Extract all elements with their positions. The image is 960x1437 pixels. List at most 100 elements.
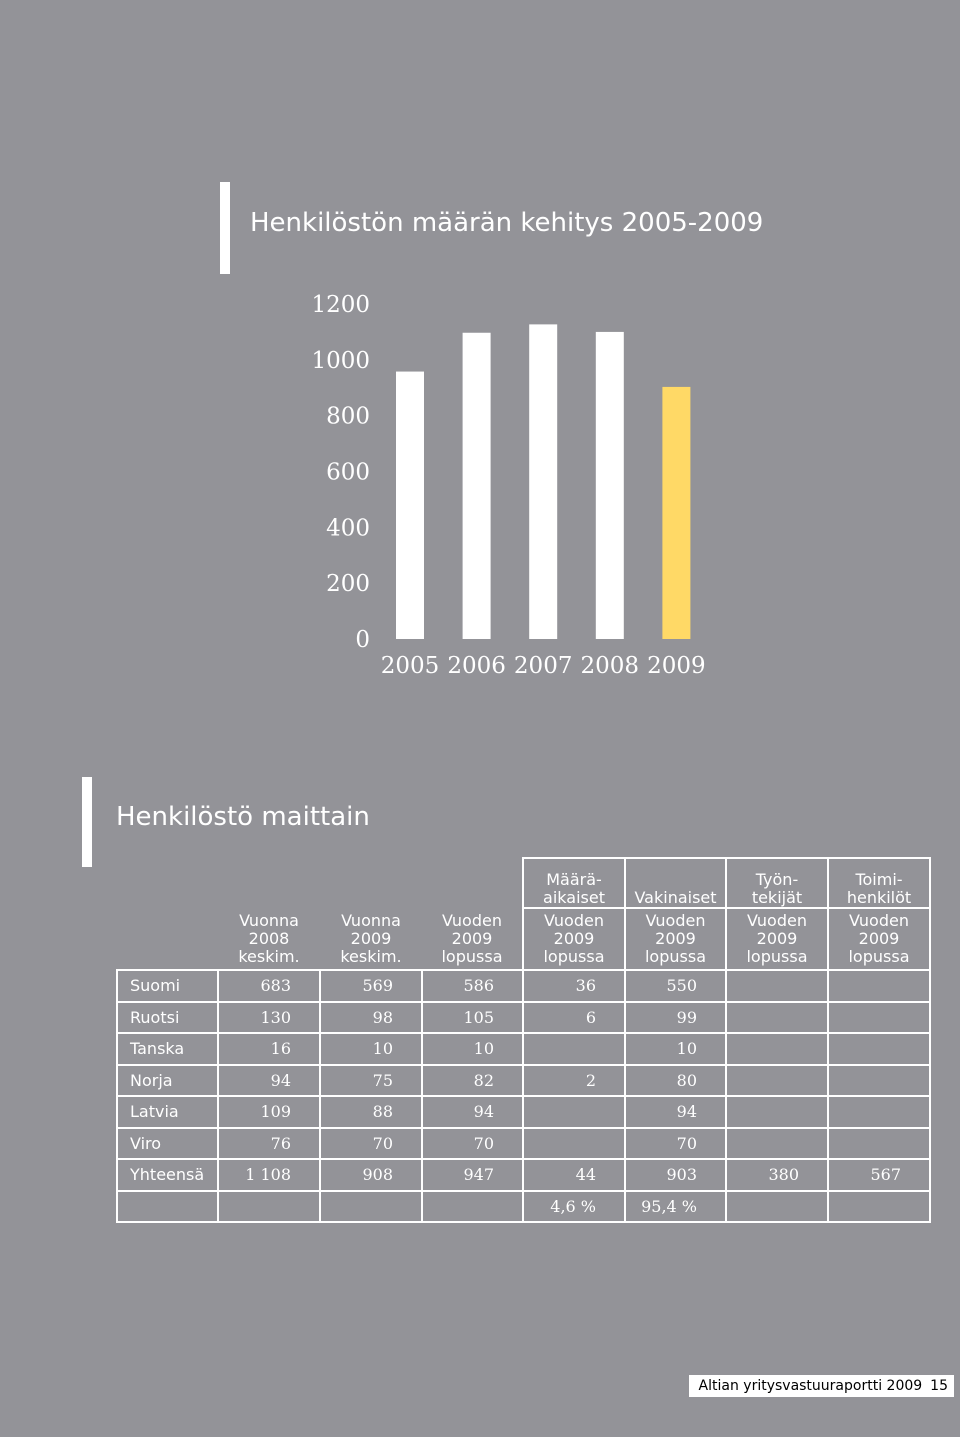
table-cell: 10 bbox=[421, 1032, 524, 1066]
column-header-row: Vuonna 2008 keskim. Vuonna 2009 keskim. Vu… bbox=[117, 907, 931, 971]
table-cell: 76 bbox=[217, 1126, 321, 1160]
table-cell: 569 bbox=[319, 969, 423, 1003]
table-cell: 82 bbox=[421, 1063, 524, 1097]
table-cell bbox=[522, 1095, 626, 1129]
table-cell bbox=[725, 969, 829, 1003]
table-cell: 16 bbox=[217, 1032, 321, 1066]
row-label: Tanska bbox=[116, 1032, 219, 1066]
table-cell: 2 bbox=[522, 1063, 626, 1097]
group-header-salaried: Toimi- henkilöt bbox=[827, 857, 931, 909]
table-cell bbox=[421, 1189, 524, 1223]
table-cell: 550 bbox=[624, 969, 727, 1003]
x-category-label: 2008 bbox=[581, 653, 640, 679]
table-cell: 44 bbox=[522, 1158, 626, 1192]
staff-by-country-table: Määrä- aikaiset Vakinaiset Työn- tekijät… bbox=[116, 857, 931, 1223]
column-header: Vuoden 2009 lopussa bbox=[522, 907, 626, 971]
y-tick-label: 600 bbox=[326, 460, 370, 486]
table-cell: 88 bbox=[319, 1095, 423, 1129]
page-number: 15 bbox=[930, 1378, 948, 1394]
y-tick-label: 800 bbox=[326, 404, 370, 430]
x-category-label: 2005 bbox=[381, 653, 440, 679]
table-cell bbox=[522, 1126, 626, 1160]
table-cell: 94 bbox=[217, 1063, 321, 1097]
table-cell: 70 bbox=[319, 1126, 423, 1160]
table-cell bbox=[827, 1095, 931, 1129]
table-cell: 105 bbox=[421, 1000, 524, 1034]
table-cell bbox=[725, 1032, 829, 1066]
bar-2006 bbox=[462, 332, 491, 639]
table-cell: 95,4 % bbox=[624, 1189, 727, 1223]
y-tick-label: 400 bbox=[326, 515, 370, 541]
table-cell: 99 bbox=[624, 1000, 727, 1034]
table-row: Ruotsi 130 98 105 6 99 bbox=[116, 1000, 931, 1034]
table-cell: 380 bbox=[725, 1158, 829, 1192]
bar-2007 bbox=[529, 324, 558, 639]
table-cell bbox=[522, 1032, 626, 1066]
column-header: Vuoden 2009 lopussa bbox=[441, 910, 503, 966]
footer-text: Altian yritysvastuuraportti 2009 bbox=[698, 1378, 923, 1394]
table-cell: 586 bbox=[421, 969, 524, 1003]
table-cell: 36 bbox=[522, 969, 626, 1003]
table-cell bbox=[827, 1000, 931, 1034]
row-label: Suomi bbox=[116, 969, 219, 1003]
table-cell: 80 bbox=[624, 1063, 727, 1097]
chart-title-accent-bar bbox=[220, 182, 230, 274]
table-row: Yhteensä 1 108 908 947 44 903 380 567 bbox=[116, 1158, 931, 1192]
table-cell bbox=[827, 1032, 931, 1066]
chart-title: Henkilöstön määrän kehitys 2005-2009 bbox=[250, 208, 764, 238]
table-row: Viro 76 70 70 70 bbox=[116, 1126, 931, 1160]
table-cell: 94 bbox=[624, 1095, 727, 1129]
y-tick-label: 1000 bbox=[311, 348, 370, 374]
table-row: Tanska 16 10 10 10 bbox=[116, 1032, 931, 1066]
table-cell bbox=[319, 1189, 423, 1223]
table-cell: 94 bbox=[421, 1095, 524, 1129]
table-row: Suomi 683 569 586 36 550 bbox=[116, 969, 931, 1003]
table-cell: 70 bbox=[624, 1126, 727, 1160]
table-cell: 6 bbox=[522, 1000, 626, 1034]
table-cell bbox=[827, 1063, 931, 1097]
column-header: Vuoden 2009 lopussa bbox=[827, 907, 931, 971]
x-category-label: 2009 bbox=[647, 653, 706, 679]
table-cell: 75 bbox=[319, 1063, 423, 1097]
table-cell bbox=[725, 1126, 829, 1160]
table-cell bbox=[827, 1126, 931, 1160]
table-cell bbox=[725, 1189, 829, 1223]
column-header: Vuoden 2009 lopussa bbox=[624, 907, 727, 971]
table-cell bbox=[827, 969, 931, 1003]
table-cell: 683 bbox=[217, 969, 321, 1003]
y-tick-label: 200 bbox=[326, 571, 370, 597]
group-header-row: Määrä- aikaiset Vakinaiset Työn- tekijät… bbox=[117, 857, 931, 909]
table-cell bbox=[725, 1063, 829, 1097]
group-header-fixed-term: Määrä- aikaiset bbox=[522, 857, 626, 909]
row-label bbox=[116, 1189, 219, 1223]
bar-2005 bbox=[396, 371, 424, 639]
table-cell: 70 bbox=[421, 1126, 524, 1160]
bar-chart: 0 200 400 600 800 1000 1200 2005 2006 2007 2008 200… bbox=[311, 292, 706, 679]
table-title-accent-bar bbox=[82, 777, 92, 867]
row-label: Ruotsi bbox=[116, 1000, 219, 1034]
table-cell bbox=[725, 1095, 829, 1129]
column-header: Vuoden 2009 lopussa bbox=[725, 907, 829, 971]
bar-2009 bbox=[662, 386, 691, 639]
group-header-permanent: Vakinaiset bbox=[624, 857, 727, 909]
table-cell: 98 bbox=[319, 1000, 423, 1034]
table-row: 4,6 % 95,4 % bbox=[116, 1189, 931, 1223]
table-title: Henkilöstö maittain bbox=[116, 802, 370, 832]
column-header: Vuonna 2009 keskim. bbox=[340, 910, 402, 966]
table-cell: 109 bbox=[217, 1095, 321, 1129]
table-cell bbox=[217, 1189, 321, 1223]
table-cell: 908 bbox=[319, 1158, 423, 1192]
table-row: Latvia 109 88 94 94 bbox=[116, 1095, 931, 1129]
x-category-label: 2006 bbox=[447, 653, 506, 679]
y-tick-label: 0 bbox=[355, 627, 370, 653]
column-header: Vuonna 2008 keskim. bbox=[238, 910, 300, 966]
table-row: Norja 94 75 82 2 80 bbox=[116, 1063, 931, 1097]
row-label: Norja bbox=[116, 1063, 219, 1097]
table-cell: 4,6 % bbox=[522, 1189, 626, 1223]
table-cell: 10 bbox=[319, 1032, 423, 1066]
table-cell: 947 bbox=[421, 1158, 524, 1192]
row-label: Yhteensä bbox=[116, 1158, 219, 1192]
table-cell: 1 108 bbox=[217, 1158, 321, 1192]
bar-2008 bbox=[595, 331, 624, 639]
row-label: Latvia bbox=[116, 1095, 219, 1129]
